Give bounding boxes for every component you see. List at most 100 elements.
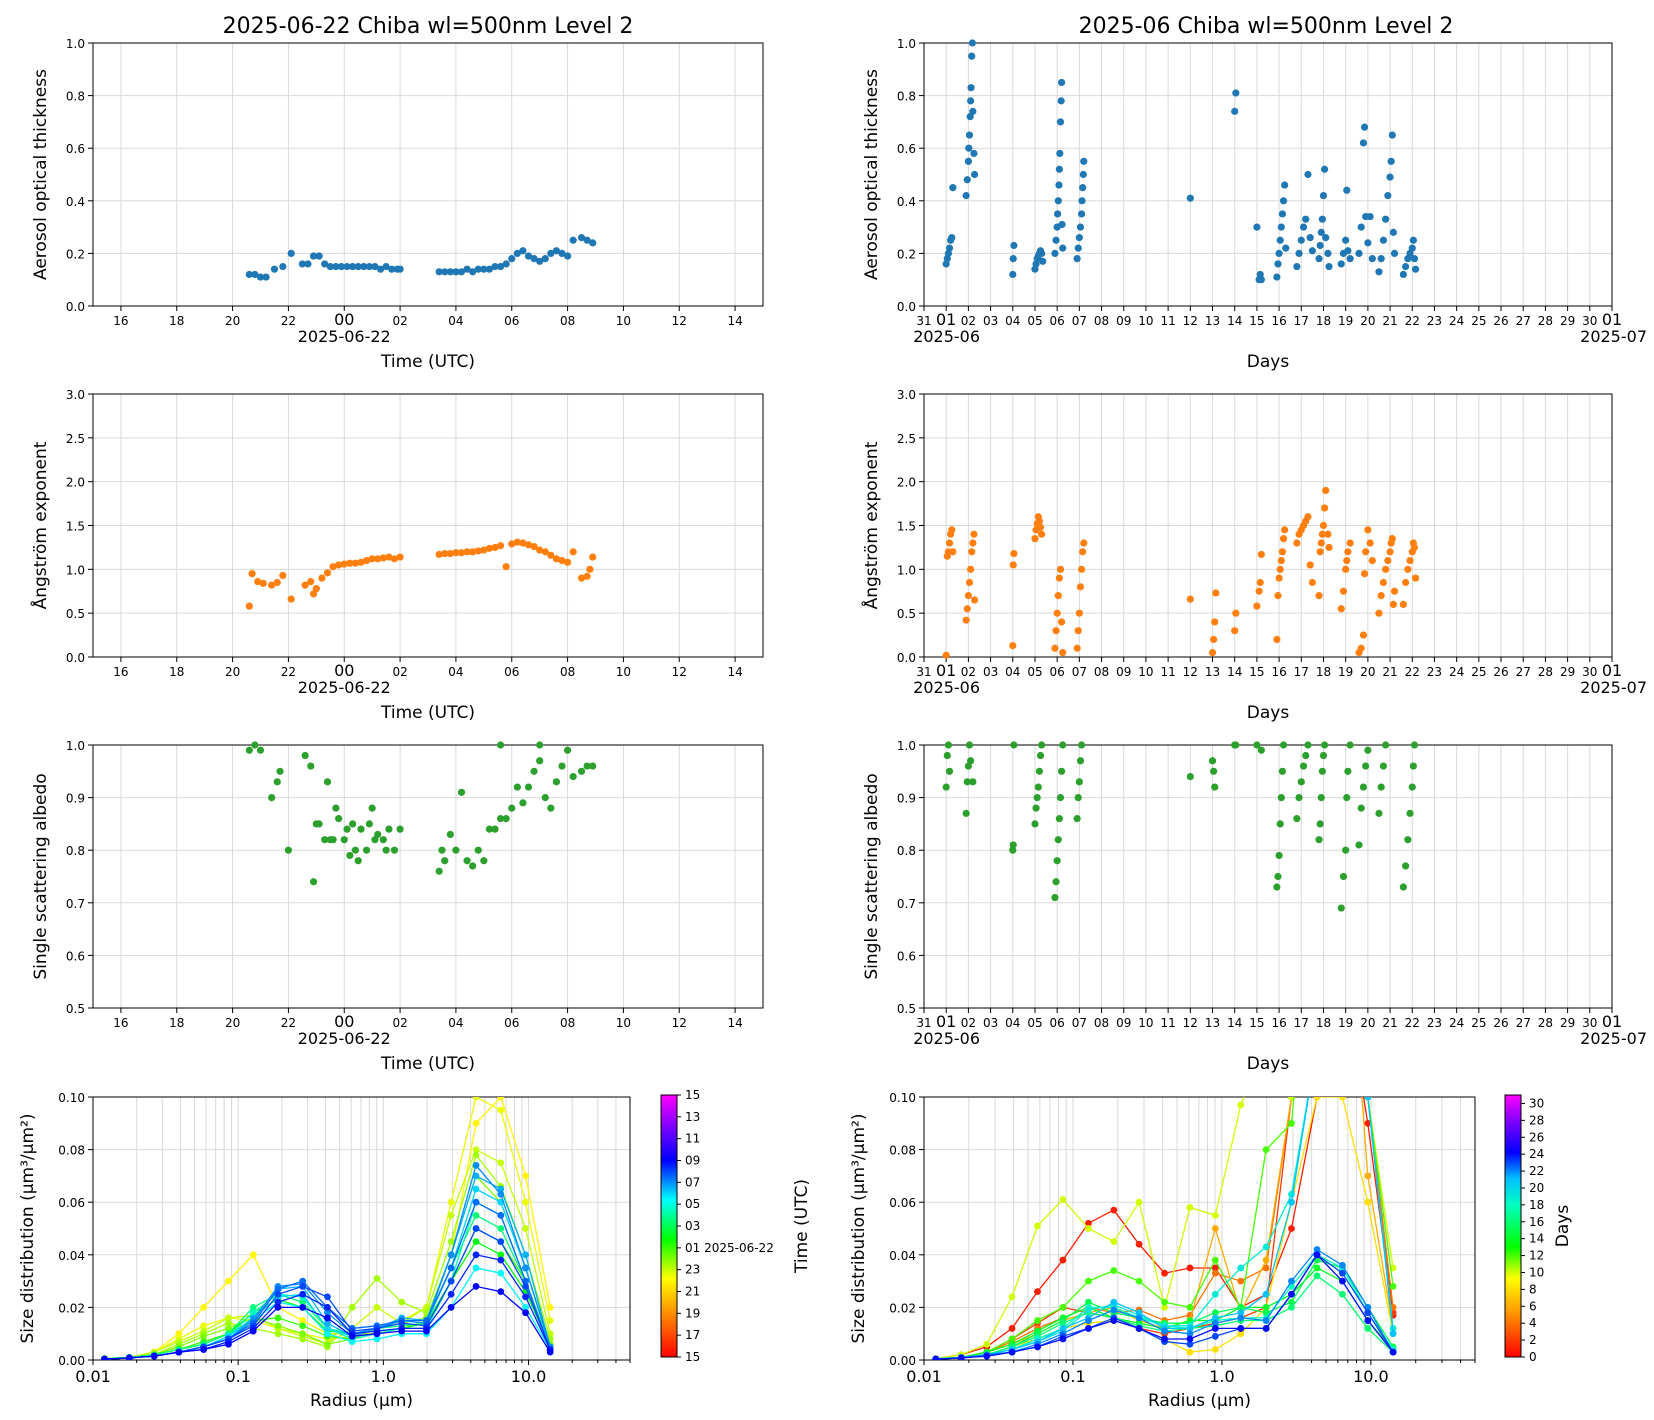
data-point	[1346, 539, 1354, 547]
y-tick-label: 0.6	[66, 142, 85, 156]
data-point	[1278, 767, 1287, 775]
date-label: 2025-06-22	[298, 1029, 391, 1048]
series-point	[324, 1340, 331, 1348]
data-point	[963, 605, 971, 613]
data-point	[536, 757, 544, 765]
x-axis-label: Time (UTC)	[380, 352, 475, 372]
data-point	[1186, 595, 1194, 603]
data-point	[1377, 255, 1385, 263]
data-point	[321, 836, 329, 844]
data-point	[502, 563, 510, 571]
data-point	[245, 602, 253, 610]
series-point	[1211, 1346, 1219, 1353]
series-point	[1186, 1348, 1194, 1356]
x-tick-label: 05	[1027, 314, 1042, 328]
data-point	[1315, 836, 1323, 844]
plot-frame	[92, 393, 764, 658]
data-point	[1343, 556, 1351, 565]
y-tick-label: 0.9	[897, 792, 916, 806]
data-point	[1281, 526, 1289, 534]
data-point	[1059, 649, 1067, 657]
data-point	[1038, 249, 1046, 257]
y-axis-label: Single scattering albedo	[31, 773, 51, 979]
data-point	[1410, 255, 1419, 263]
x-tick-label: 12	[672, 665, 687, 679]
series-point	[324, 1293, 331, 1301]
x-tick-label: 18	[169, 665, 184, 679]
data-point	[1306, 561, 1314, 569]
series-point	[1262, 1243, 1270, 1251]
data-point	[945, 244, 954, 252]
series-point	[447, 1238, 455, 1246]
x-tick-label: 12	[672, 314, 687, 328]
data-point	[569, 772, 577, 781]
x-tick-label: 06	[1050, 665, 1065, 679]
data-point	[1277, 223, 1285, 231]
data-point	[1186, 772, 1194, 781]
data-point	[1360, 123, 1369, 131]
series-point	[472, 1185, 480, 1193]
series-point	[1339, 1290, 1346, 1298]
x-tick-label: 16	[113, 314, 128, 328]
data-point	[382, 262, 390, 271]
y-tick-label: 1.5	[66, 520, 85, 534]
series-point	[1288, 1277, 1295, 1285]
x-tick-label: 12	[1183, 665, 1198, 679]
data-point	[1010, 241, 1018, 250]
data-point	[1382, 565, 1390, 573]
y-axis-label: Size distribution (µm³/µm²)	[849, 1114, 869, 1344]
data-point	[1399, 883, 1407, 891]
colorbar-tick-label: 16	[1529, 1215, 1544, 1229]
data-point	[1211, 783, 1219, 791]
data-point	[340, 560, 348, 568]
colorbar-tick-label: 20	[1529, 1181, 1544, 1195]
data-point	[480, 265, 488, 273]
series-point	[546, 1317, 554, 1324]
x-tick-label: 20	[225, 1016, 240, 1030]
x-tick-label: 26	[1493, 314, 1508, 328]
data-point	[357, 825, 365, 833]
series-point	[1085, 1225, 1092, 1232]
data-point	[1320, 504, 1329, 512]
data-point	[1036, 523, 1045, 531]
data-point	[354, 857, 362, 865]
x-tick-label: 02	[392, 665, 407, 679]
data-point	[287, 249, 295, 257]
data-point	[1411, 574, 1420, 582]
data-point	[1054, 592, 1062, 600]
data-point	[1339, 872, 1348, 881]
y-tick-label: 0.02	[58, 1301, 85, 1315]
y-tick-label: 0.6	[897, 142, 916, 156]
data-point	[435, 867, 443, 875]
series-point	[1364, 1325, 1372, 1332]
data-point	[435, 550, 443, 559]
data-point	[508, 804, 516, 812]
series-point	[1339, 1041, 1346, 1048]
data-point	[1056, 149, 1064, 158]
data-point	[1410, 741, 1419, 749]
data-point	[586, 565, 594, 573]
series-point	[447, 1290, 455, 1298]
data-point	[1080, 157, 1088, 165]
series-point	[299, 1322, 307, 1330]
series-point	[398, 1298, 406, 1306]
x-tick-label: 30	[1582, 1016, 1597, 1030]
x-axis-label: Time (UTC)	[380, 703, 475, 723]
data-point	[563, 558, 572, 566]
series-point	[472, 1282, 480, 1290]
data-point	[536, 741, 544, 749]
series-point	[1110, 1267, 1118, 1274]
data-point	[524, 541, 533, 549]
series-point	[1237, 1309, 1245, 1317]
data-point	[1009, 270, 1017, 279]
data-point	[251, 741, 259, 749]
data-point	[1058, 78, 1066, 87]
x-tick-label: 14	[727, 314, 742, 328]
series-point	[200, 1346, 208, 1353]
data-point	[1411, 265, 1420, 273]
data-point	[1293, 815, 1301, 823]
data-point	[337, 262, 346, 271]
data-point	[1384, 556, 1392, 565]
series-point	[1211, 1332, 1219, 1340]
